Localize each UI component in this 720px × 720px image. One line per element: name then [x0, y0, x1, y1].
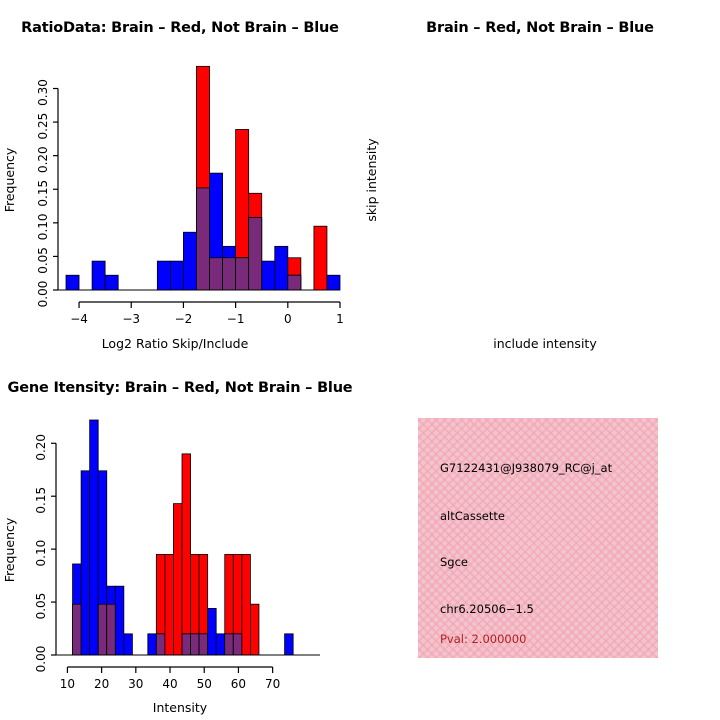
- tick-label: −1: [227, 312, 245, 326]
- tick-label: 0.05: [36, 247, 50, 274]
- info-box-hatch-pattern: [418, 418, 658, 658]
- histogram-bar-overlap: [248, 217, 263, 291]
- histogram-bar-overlap: [155, 633, 166, 656]
- tick-label: 70: [265, 677, 280, 691]
- ratio-histogram-svg: 0.00 0.05 0.10 0.15 0.20 0.25 0.30 −4 −3 −2 −1 0 1 L…: [2, 65, 344, 351]
- tick-label: −3: [122, 312, 140, 326]
- panel-ratio-histogram: RatioData: Brain – Red, Not Brain – Blue…: [0, 0, 360, 360]
- histogram-bar-blue: [156, 260, 171, 291]
- histogram-bar-blue: [114, 585, 125, 656]
- info-locus: chr6.20506−1.5: [440, 602, 534, 616]
- gene-histogram-bars: [72, 419, 294, 656]
- panel-gene-title: Gene Itensity: Brain – Red, Not Brain – …: [7, 380, 353, 396]
- histogram-bar-blue: [274, 245, 289, 291]
- histogram-bar-blue: [183, 231, 197, 291]
- histogram-bar-overlap: [232, 633, 243, 656]
- histogram-bar-red: [250, 603, 260, 656]
- histogram-bar-blue: [65, 274, 80, 291]
- tick-label: −4: [70, 312, 88, 326]
- tick-label: 60: [231, 677, 246, 691]
- panel-ratio-title: RatioData: Brain – Red, Not Brain – Blue: [21, 20, 339, 36]
- histogram-bar-blue: [169, 260, 184, 291]
- tick-label: 30: [128, 677, 143, 691]
- histogram-bar-overlap: [222, 257, 237, 291]
- tick-label: 0.10: [34, 540, 48, 567]
- histogram-bar-red: [173, 503, 183, 656]
- tick-label: 0.15: [36, 180, 50, 207]
- tick-label: 20: [94, 677, 109, 691]
- histogram-bar-blue: [89, 419, 99, 656]
- histogram-bar-blue: [284, 633, 294, 656]
- ratio-histogram-axes: 0.00 0.05 0.10 0.15 0.20 0.25 0.30 −4 −3 −2 −1 0 1: [36, 79, 344, 326]
- histogram-bar-red: [313, 225, 328, 291]
- info-pval: Pval: 2.000000: [440, 632, 527, 646]
- gene-histogram-svg: 0.00 0.05 0.10 0.15 0.20 10 20 30 40 50 60 70 Inten…: [2, 419, 320, 715]
- histogram-bar-overlap: [196, 187, 210, 291]
- histogram-bar-red: [181, 453, 191, 656]
- histogram-bar-blue: [123, 633, 133, 656]
- histogram-bar-overlap: [209, 257, 223, 291]
- histogram-bar-overlap: [198, 633, 209, 656]
- histogram-bar-blue: [91, 260, 106, 291]
- tick-label: 10: [60, 677, 75, 691]
- tick-label: 0.05: [34, 593, 48, 620]
- tick-label: 0.20: [34, 434, 48, 461]
- histogram-bar-blue: [104, 274, 119, 291]
- histogram-bar-blue: [215, 633, 226, 656]
- gene-histogram-axes: 0.00 0.05 0.10 0.15 0.20 10 20 30 40 50 60 70: [34, 434, 320, 691]
- histogram-bar-overlap: [106, 603, 116, 656]
- tick-label: 0.30: [36, 79, 50, 106]
- histogram-bar-overlap: [97, 603, 108, 656]
- histogram-bar-red: [241, 554, 251, 656]
- histogram-bar-blue: [326, 274, 341, 291]
- info-gene-symbol: Sgce: [440, 555, 468, 569]
- histogram-bar-overlap: [224, 633, 234, 656]
- gene-xlabel: Intensity: [153, 700, 208, 715]
- tick-label: 0.00: [36, 281, 50, 308]
- tick-label: 0: [284, 312, 292, 326]
- gene-ylabel: Frequency: [2, 517, 17, 582]
- panel-scatter: Brain – Red, Not Brain – Blue 2040608050…: [360, 0, 720, 360]
- tick-label: 1: [336, 312, 344, 326]
- panel-scatter-title: Brain – Red, Not Brain – Blue: [426, 20, 654, 36]
- histogram-bar-overlap: [287, 274, 302, 291]
- tick-label: 0.15: [34, 487, 48, 514]
- tick-label: 50: [197, 677, 212, 691]
- histogram-bar-red: [164, 554, 174, 656]
- panel-info-box: G7122431@J938079_RC@j_at altCassette Sgc…: [418, 418, 658, 658]
- info-event-type: altCassette: [440, 509, 505, 523]
- info-probe-id: G7122431@J938079_RC@j_at: [440, 461, 613, 475]
- histogram-bar-overlap: [235, 257, 250, 291]
- tick-label: 0.25: [36, 113, 50, 140]
- ratio-ylabel: Frequency: [2, 147, 17, 212]
- tick-label: 0.20: [36, 146, 50, 173]
- panel-gene-histogram: Gene Itensity: Brain – Red, Not Brain – …: [0, 360, 360, 720]
- tick-label: 0.10: [36, 213, 50, 240]
- histogram-bar-blue: [147, 633, 157, 656]
- histogram-bar-overlap: [190, 633, 200, 656]
- histogram-bar-blue: [207, 608, 217, 656]
- tick-label: −2: [175, 312, 193, 326]
- tick-label: 0.00: [34, 646, 48, 673]
- scatter-xlabel: include intensity: [493, 336, 597, 351]
- scatter-svg: 2040608050100150200 include intensity sk…: [364, 138, 597, 351]
- histogram-bar-blue: [261, 260, 276, 291]
- histogram-bar-overlap: [72, 603, 82, 656]
- ratio-xlabel: Log2 Ratio Skip/Include: [102, 336, 249, 351]
- tick-label: 40: [162, 677, 177, 691]
- scatter-ylabel: skip intensity: [364, 138, 379, 222]
- histogram-bar-blue: [80, 470, 91, 656]
- histogram-bar-overlap: [181, 633, 191, 656]
- ratio-histogram-bars: [65, 65, 341, 291]
